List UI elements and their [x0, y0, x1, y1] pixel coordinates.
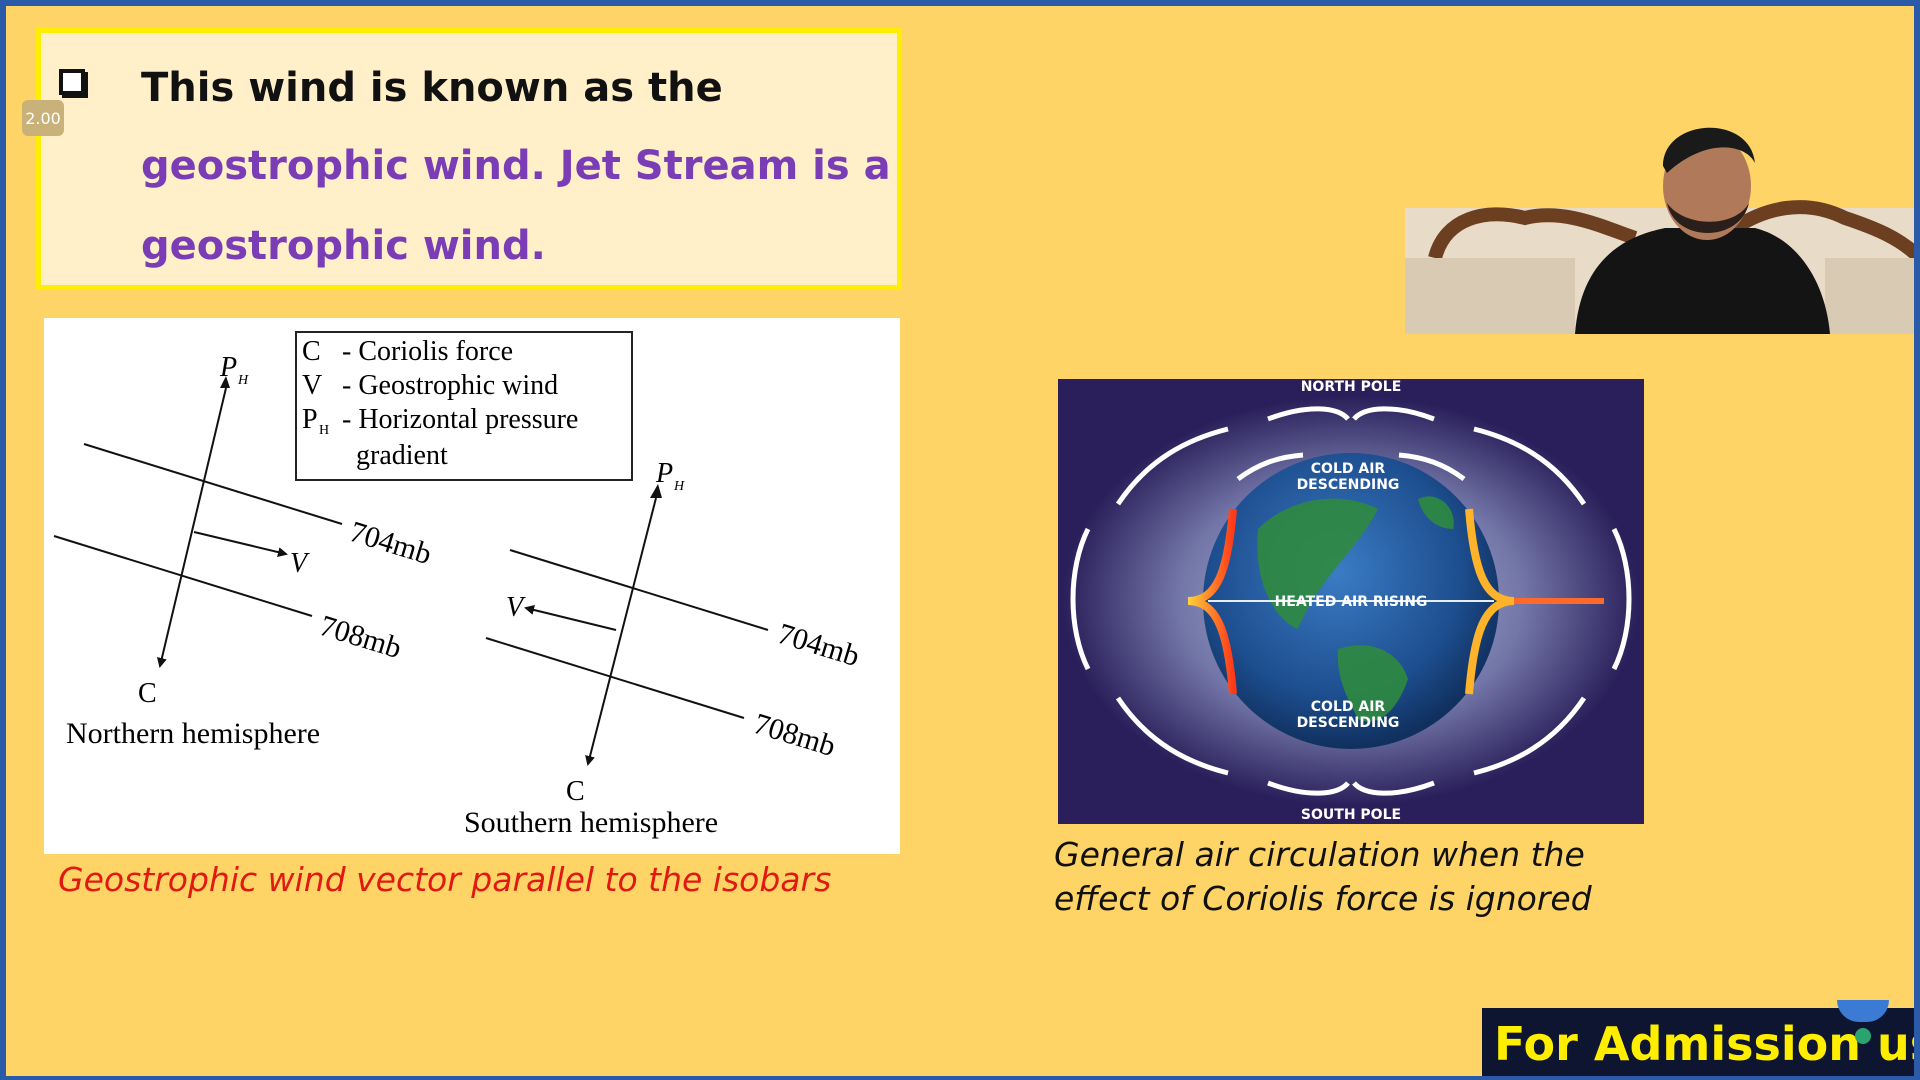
north-isobar-704: [83, 443, 343, 525]
presenter-body: [1575, 228, 1830, 334]
sofa-frame-right: [1731, 200, 1920, 264]
legend-symbol-v: V: [302, 370, 322, 401]
south-c-label: C: [566, 776, 585, 807]
legend-text-ph: - Horizontal pressure: [342, 404, 578, 435]
admission-banner[interactable]: For Admission use: [1482, 1008, 1920, 1080]
greenland-shape: [1418, 496, 1454, 529]
south-isobar-708: [485, 637, 745, 719]
playback-speed-badge[interactable]: 2.00: [22, 100, 64, 136]
heated-air-label: HEATED AIR RISING: [1275, 594, 1428, 610]
south-pole-label: SOUTH POLE: [1301, 807, 1401, 823]
south-iso-708-label: 708mb: [750, 707, 839, 763]
presenter-webcam-svg: [1405, 127, 1920, 334]
north-ph-arrowhead: [220, 376, 230, 388]
presenter-beard: [1667, 203, 1749, 233]
north-isobar-708: [53, 535, 313, 617]
cold-air-bottom-line1: COLD AIR: [1311, 699, 1386, 715]
south-ph-label: P: [655, 458, 673, 489]
circulation-arrows: [1070, 406, 1632, 796]
geostrophic-diagram-svg: C - Coriolis force V - Geostrophic wind …: [53, 331, 863, 839]
legend-text-v: - Geostrophic wind: [342, 370, 558, 401]
bullet-text-box: This wind is known as the geostrophic wi…: [36, 28, 902, 290]
north-pressure-coriolis-axis: [156, 387, 227, 668]
south-v-arrow: [524, 605, 617, 631]
cold-air-top-line1: COLD AIR: [1311, 461, 1386, 477]
north-pole-label: NORTH POLE: [1301, 379, 1402, 395]
south-v-label: V: [506, 592, 526, 623]
north-c-label: C: [138, 678, 157, 709]
globe-caption-line1: General air circulation when the: [1054, 835, 1585, 874]
globe-caption: General air circulation when the effect …: [1054, 833, 1592, 921]
north-america-shape: [1257, 498, 1378, 629]
presenter-hair: [1663, 127, 1755, 173]
south-america-shape: [1337, 645, 1408, 722]
north-ph-sub: H: [237, 373, 249, 388]
cold-air-bottom-line2: DESCENDING: [1297, 715, 1400, 731]
globe-caption-line2: effect of Coriolis force is ignored: [1054, 879, 1592, 918]
north-v-arrow: [193, 531, 288, 558]
legend-text-c: - Coriolis force: [342, 336, 513, 367]
north-iso-708-label: 708mb: [316, 609, 405, 665]
legend-box: [295, 331, 633, 481]
diagram-caption: Geostrophic wind vector parallel to the …: [58, 860, 832, 899]
legend-symbol-ph: P: [302, 404, 318, 435]
globe-circulation-svg: NORTH POLE SOUTH POLE COLD AIR DESCENDIN…: [1063, 379, 1639, 823]
south-isobar-704: [509, 549, 769, 631]
legend-symbol-c: C: [302, 336, 321, 367]
legend-symbol-ph-sub: H: [319, 423, 329, 438]
bullet-line-2: geostrophic wind. Jet Stream is a: [141, 143, 891, 189]
bullet-line-3: geostrophic wind.: [141, 223, 546, 269]
north-iso-704-label: 704mb: [346, 515, 435, 571]
presenter-webcam: [1405, 108, 1920, 334]
south-iso-704-label: 704mb: [774, 617, 863, 673]
sofa-cushion-left: [1405, 258, 1575, 334]
cold-air-top-line2: DESCENDING: [1297, 477, 1400, 493]
sofa-cushion-right: [1825, 258, 1920, 334]
north-v-label: V: [290, 548, 310, 579]
green-dot-icon: [1855, 1028, 1871, 1044]
south-pressure-coriolis-axis: [585, 497, 657, 766]
legend-text-gradient: gradient: [356, 440, 448, 471]
cap-icon: [1837, 1000, 1889, 1022]
globe-circulation-image: NORTH POLE SOUTH POLE COLD AIR DESCENDIN…: [1058, 379, 1644, 824]
bullet-line-1: This wind is known as the: [141, 65, 723, 111]
north-ph-label: P: [219, 352, 237, 383]
checkbox-bullet-icon: [59, 69, 85, 95]
sofa-frame-left: [1428, 207, 1638, 261]
south-ph-sub: H: [673, 479, 685, 494]
south-ph-arrowhead: [650, 484, 662, 498]
geostrophic-diagram: C - Coriolis force V - Geostrophic wind …: [44, 318, 900, 854]
warm-air-right-lower: [1465, 597, 1515, 695]
warm-air-left-lower: [1187, 597, 1237, 695]
south-hemisphere-label: Southern hemisphere: [464, 806, 718, 839]
north-hemisphere-label: Northern hemisphere: [66, 717, 320, 750]
